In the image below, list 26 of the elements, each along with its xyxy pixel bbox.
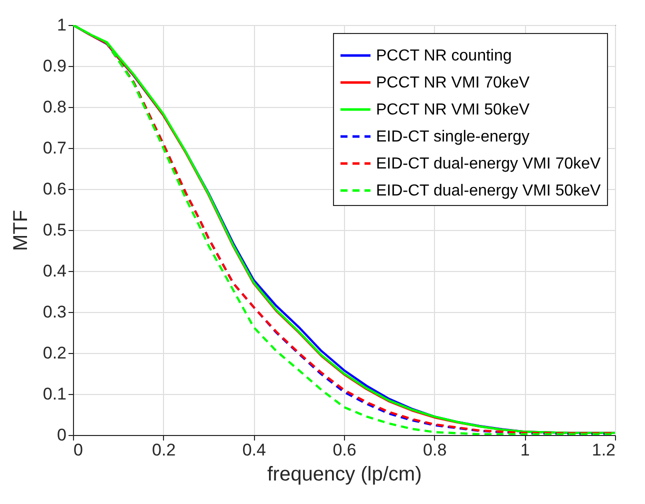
- y-tick-label: 0.3: [42, 302, 66, 322]
- x-tick-label: 1: [520, 440, 530, 460]
- y-tick-label: 0.9: [42, 56, 66, 76]
- x-tick-label: 0.4: [242, 440, 266, 460]
- y-axis-title: MTF: [10, 210, 32, 252]
- legend-label: EID-CT dual-energy VMI 70keV: [376, 156, 602, 172]
- x-tick-label: 0.2: [152, 440, 176, 460]
- y-tick-label: 1: [57, 16, 66, 34]
- x-tick-label: 0.6: [332, 440, 356, 460]
- legend-label: PCCT NR counting: [376, 48, 512, 64]
- legend-label: PCCT NR VMI 50keV: [376, 102, 530, 118]
- legend-label: EID-CT single-energy: [376, 128, 530, 146]
- y-tick-label: 0.8: [42, 98, 66, 116]
- y-tick-label: 0.2: [42, 344, 66, 362]
- legend-label: EID-CT dual-energy VMI 50keV: [376, 182, 602, 200]
- x-tick-label: 0.8: [423, 440, 447, 460]
- x-axis-title: frequency (lp/cm): [267, 464, 422, 486]
- y-tick-label: 0.4: [42, 262, 66, 280]
- y-tick-label: 0.7: [42, 138, 66, 158]
- y-tick-label: 0.6: [42, 180, 66, 198]
- y-tick-label: 0: [57, 426, 66, 444]
- x-tick-label: 0: [74, 440, 83, 460]
- y-tick-label: 0.5: [42, 220, 66, 240]
- y-tick-label: 0.1: [42, 384, 66, 404]
- x-tick-label: 1.2: [592, 440, 616, 460]
- legend-label: PCCT NR VMI 70keV: [376, 74, 530, 92]
